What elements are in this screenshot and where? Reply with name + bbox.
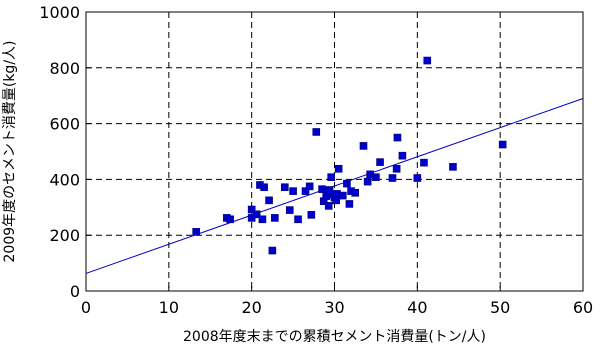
data-point xyxy=(392,164,401,173)
x-axis-label: 2008年度末までの累積セメント消費量(トン/人) xyxy=(183,329,486,345)
data-point xyxy=(359,142,368,150)
data-point xyxy=(260,183,268,192)
data-point xyxy=(449,163,457,171)
data-point xyxy=(301,187,310,195)
x-tick-label: 60 xyxy=(573,298,593,317)
data-point xyxy=(268,246,277,255)
data-point xyxy=(226,215,234,224)
data-point xyxy=(393,133,402,142)
data-point xyxy=(324,202,333,210)
data-point xyxy=(289,187,297,195)
y-tick-label: 400 xyxy=(49,170,80,189)
y-axis-label: 2009年度のセメント消費量(kg/人) xyxy=(2,41,18,263)
data-point xyxy=(294,215,302,224)
data-point xyxy=(285,206,294,214)
data-point xyxy=(280,183,289,192)
data-point xyxy=(376,158,384,166)
data-point xyxy=(351,188,360,197)
trend-line xyxy=(85,98,584,274)
y-tick-label: 0 xyxy=(70,282,80,301)
data-points xyxy=(192,56,507,255)
data-point xyxy=(338,191,347,200)
data-point xyxy=(305,182,314,191)
y-tick-label: 600 xyxy=(49,115,80,134)
data-point xyxy=(334,164,343,173)
y-tick-label: 800 xyxy=(49,59,80,78)
data-point xyxy=(343,179,351,188)
y-tick-label: 200 xyxy=(49,226,80,245)
data-point xyxy=(363,177,372,186)
data-point xyxy=(345,200,354,208)
y-tick-label: 1000 xyxy=(39,3,80,22)
data-point xyxy=(372,173,380,181)
grid-lines xyxy=(86,12,583,291)
x-tick-label: 30 xyxy=(324,298,344,317)
data-point xyxy=(398,151,407,160)
x-tick-label: 50 xyxy=(490,298,510,317)
data-point xyxy=(318,185,326,193)
x-tick-label: 0 xyxy=(81,298,91,317)
data-point xyxy=(258,215,267,224)
x-tick-label: 40 xyxy=(407,298,427,317)
data-point xyxy=(327,173,335,181)
data-point xyxy=(307,211,316,219)
data-point xyxy=(423,56,432,65)
data-point xyxy=(420,158,428,167)
data-point xyxy=(247,205,256,214)
data-point xyxy=(252,210,261,219)
x-tick-label: 20 xyxy=(241,298,261,317)
data-point xyxy=(388,174,397,182)
data-point xyxy=(332,196,340,205)
data-point xyxy=(312,128,321,136)
data-point xyxy=(192,228,200,236)
data-point xyxy=(498,140,507,149)
data-point xyxy=(413,174,422,182)
data-point xyxy=(271,214,279,222)
data-point xyxy=(265,196,273,205)
x-tick-label: 10 xyxy=(159,298,179,317)
